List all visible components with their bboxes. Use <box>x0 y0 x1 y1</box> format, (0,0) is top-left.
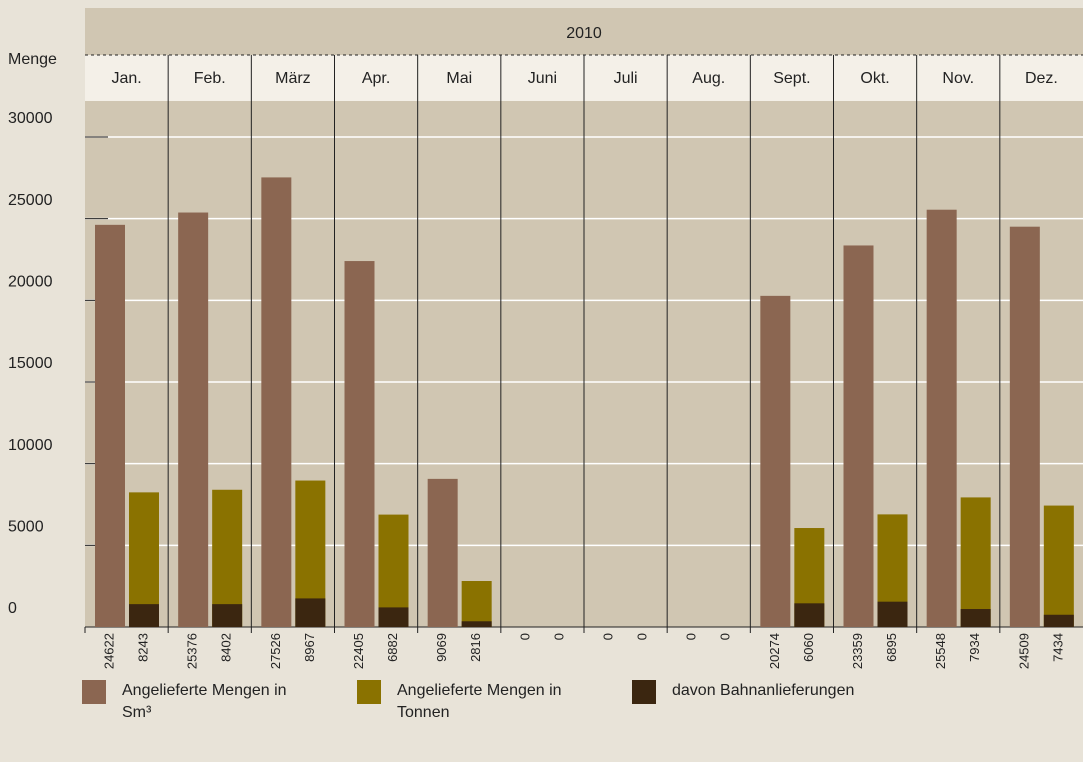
x-tick-label: Nov. <box>942 70 974 87</box>
period-label: 2010 <box>566 25 602 42</box>
bar <box>95 224 125 627</box>
value-label: 8402 <box>219 633 234 662</box>
bar <box>129 604 159 627</box>
value-label: 22405 <box>351 633 366 669</box>
bar <box>378 607 409 627</box>
bar <box>843 245 874 627</box>
legend-swatch <box>82 680 106 704</box>
value-label: 6060 <box>801 633 816 662</box>
bar <box>178 212 209 627</box>
bar <box>212 604 243 627</box>
value-label: 25548 <box>933 633 948 669</box>
bar <box>760 295 791 627</box>
bar <box>427 478 458 627</box>
value-label: 9069 <box>434 633 449 662</box>
legend-item: davon Bahnanlieferungen <box>632 680 972 704</box>
bar <box>461 621 492 627</box>
bar <box>461 581 492 627</box>
y-tick-label: 5000 <box>8 519 44 536</box>
x-tick-label: Feb. <box>194 70 226 87</box>
bar <box>1043 614 1074 627</box>
bar <box>212 489 243 627</box>
value-label: 6882 <box>385 633 400 662</box>
value-label: 8243 <box>135 633 150 662</box>
x-tick-label: Sept. <box>773 70 810 87</box>
x-tick-label: März <box>275 70 311 87</box>
value-label: 20274 <box>767 633 782 669</box>
legend-label: Angelieferte Mengen in Sm³ <box>122 682 287 721</box>
x-tick-label: Aug. <box>692 70 725 87</box>
legend-item: Angelieferte Mengen in Sm³ <box>82 680 292 724</box>
bar <box>960 609 991 627</box>
value-label: 0 <box>684 633 699 640</box>
x-tick-label: Jan. <box>111 70 141 87</box>
value-label: 2816 <box>468 633 483 662</box>
bar <box>295 598 326 627</box>
y-tick-label: 25000 <box>8 192 53 209</box>
y-axis-title: Menge <box>8 51 57 68</box>
bar <box>1009 226 1040 627</box>
bar <box>1043 505 1074 627</box>
bar <box>960 497 991 627</box>
bar <box>794 603 825 627</box>
y-tick-label: 0 <box>8 600 17 617</box>
x-tick-label: Apr. <box>362 70 390 87</box>
value-label: 8967 <box>302 633 317 662</box>
bar <box>926 209 957 627</box>
value-label: 24509 <box>1016 633 1031 669</box>
x-tick-label: Juni <box>528 70 557 87</box>
value-label: 7934 <box>967 633 982 662</box>
x-tick-label: Mai <box>446 70 472 87</box>
value-label: 0 <box>634 633 649 640</box>
bar <box>261 177 292 627</box>
legend-swatch <box>357 680 381 704</box>
y-tick-label: 15000 <box>8 355 53 372</box>
y-tick-label: 20000 <box>8 274 53 291</box>
y-tick-label: 30000 <box>8 110 53 127</box>
legend-item: Angelieferte Mengen in Tonnen <box>357 680 567 724</box>
value-label: 0 <box>718 633 733 640</box>
legend-swatch <box>632 680 656 704</box>
bar <box>877 601 908 627</box>
value-label: 0 <box>517 633 532 640</box>
value-label: 0 <box>600 633 615 640</box>
value-label: 24622 <box>101 633 116 669</box>
value-label: 0 <box>551 633 566 640</box>
value-label: 7434 <box>1050 633 1065 662</box>
x-tick-label: Okt. <box>860 70 889 87</box>
value-label: 27526 <box>268 633 283 669</box>
value-label: 6895 <box>884 633 899 662</box>
value-label: 23359 <box>850 633 865 669</box>
legend-label: Angelieferte Mengen in Tonnen <box>397 682 562 721</box>
bar <box>344 261 375 627</box>
y-tick-label: 10000 <box>8 437 53 454</box>
x-tick-label: Juli <box>614 70 638 87</box>
value-label: 25376 <box>185 633 200 669</box>
x-tick-label: Dez. <box>1025 70 1058 87</box>
legend-label: davon Bahnanlieferungen <box>672 682 855 699</box>
